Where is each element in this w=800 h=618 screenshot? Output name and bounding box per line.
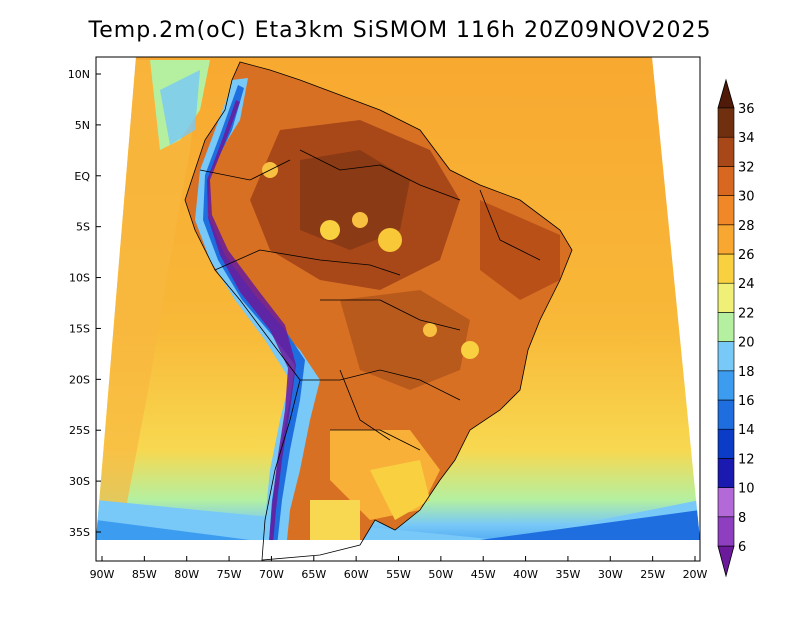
colorbar-level-label: 12 bbox=[738, 452, 755, 467]
colorbar: 6 8 10 12 14 16 18 20 22 24 26 28 30 32 34 36 bbox=[717, 78, 755, 578]
temperature-field bbox=[96, 57, 700, 540]
lat-tick-label: 5N bbox=[75, 119, 90, 132]
lon-tick-label: 60W bbox=[344, 568, 369, 581]
colorbar-level-label: 28 bbox=[738, 219, 755, 234]
lon-tick-label: 85W bbox=[132, 568, 157, 581]
colorbar-level-label: 10 bbox=[738, 482, 755, 497]
colorbar-segment bbox=[717, 166, 735, 196]
colorbar-level-label: 22 bbox=[738, 306, 755, 321]
lon-tick-label: 80W bbox=[174, 568, 199, 581]
colorbar-level-label: 14 bbox=[738, 423, 755, 438]
colorbar-level-label: 16 bbox=[738, 394, 755, 409]
colorbar-segment bbox=[717, 341, 735, 372]
colorbar-level-label: 36 bbox=[738, 102, 755, 117]
lon-tick-label: 50W bbox=[428, 568, 453, 581]
colorbar-bottom-arrow bbox=[717, 545, 735, 578]
lon-tick-label: 20W bbox=[683, 568, 708, 581]
colorbar-level-label: 20 bbox=[738, 336, 755, 351]
colorbar-level-label: 18 bbox=[738, 365, 755, 380]
lon-tick-label: 55W bbox=[386, 568, 411, 581]
lat-tick-label: 5S bbox=[76, 221, 90, 234]
colorbar-segment bbox=[717, 253, 735, 284]
lat-tick-label: 35S bbox=[69, 526, 90, 539]
colorbar-segment bbox=[717, 224, 735, 255]
colorbar-segment bbox=[717, 136, 735, 167]
colorbar-level-label: 6 bbox=[738, 540, 746, 555]
lon-tick-label: 75W bbox=[217, 568, 242, 581]
lon-tick-label: 65W bbox=[301, 568, 326, 581]
lon-tick-label: 30W bbox=[598, 568, 623, 581]
lon-tick-label: 70W bbox=[259, 568, 284, 581]
colorbar-level-label: 26 bbox=[738, 248, 755, 263]
colorbar-segment bbox=[717, 399, 735, 430]
colorbar-segment bbox=[717, 428, 735, 459]
colorbar-level-label: 32 bbox=[738, 160, 755, 175]
lat-tick-label: 30S bbox=[69, 475, 90, 488]
colorbar-level-label: 8 bbox=[738, 511, 746, 526]
lat-tick-label: EQ bbox=[74, 170, 90, 183]
lat-tick-label: 15S bbox=[69, 322, 90, 335]
colorbar-segment bbox=[717, 282, 735, 313]
lon-tick-label: 40W bbox=[513, 568, 538, 581]
lon-tick-label: 35W bbox=[555, 568, 580, 581]
latitude-axis: 10N 5N EQ 5S 10S 15S 20S 25S 30S 35S bbox=[68, 68, 101, 539]
colorbar-segment bbox=[717, 516, 735, 547]
colorbar-segment bbox=[717, 487, 735, 518]
lon-tick-label: 90W bbox=[90, 568, 115, 581]
colorbar-segment bbox=[717, 458, 735, 488]
colorbar-level-label: 34 bbox=[738, 131, 755, 146]
colorbar-level-label: 24 bbox=[738, 277, 755, 292]
colorbar-top-arrow bbox=[717, 78, 735, 109]
lat-tick-label: 10N bbox=[68, 68, 90, 81]
colorbar-segment bbox=[717, 195, 735, 226]
longitude-axis: 90W 85W 80W 75W 70W 65W 60W 55W 50W 45W 40W 35W 30W 2… bbox=[90, 556, 708, 581]
lat-tick-label: 10S bbox=[69, 272, 90, 285]
colorbar-segment bbox=[717, 370, 735, 401]
lon-tick-label: 25W bbox=[640, 568, 665, 581]
colorbar-segment bbox=[717, 312, 735, 342]
map-title: Temp.2m(oC) Eta3km SiSMOM 116h 20Z09NOV2… bbox=[88, 18, 712, 43]
lat-tick-label: 20S bbox=[69, 373, 90, 386]
political-borders bbox=[184, 61, 573, 561]
colorbar-segment bbox=[717, 107, 735, 138]
lon-tick-label: 45W bbox=[471, 568, 496, 581]
colorbar-level-label: 30 bbox=[738, 190, 755, 205]
lat-tick-label: 25S bbox=[69, 424, 90, 437]
